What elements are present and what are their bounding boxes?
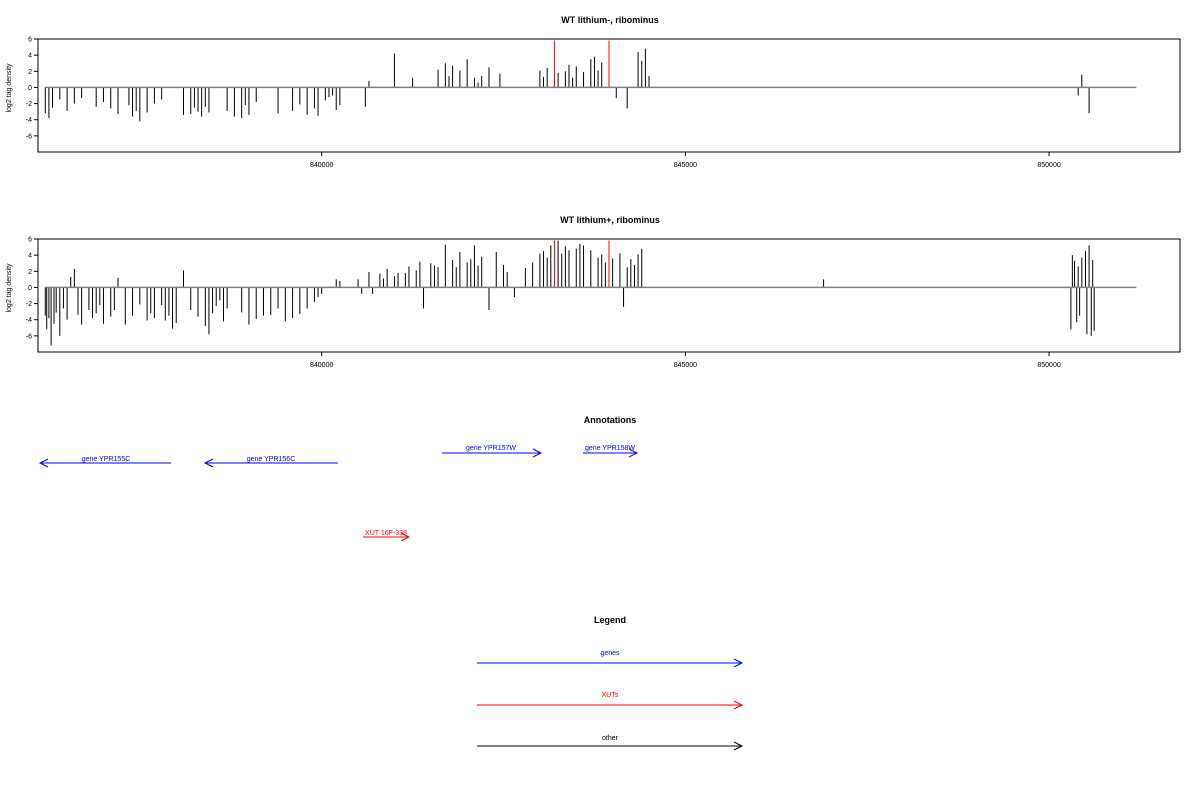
annotation-label: gene YPR158W [585,445,635,452]
chart-title: WT lithium+, ribominus [560,215,660,225]
y-tick-label: 6 [28,37,32,44]
y-tick-label: 0 [28,85,32,92]
annotation-gene-ypr155c: gene YPR155C [38,456,171,468]
x-tick-label: 845000 [674,362,697,369]
annotation-label: XUT 16F-338 [365,530,407,537]
legend-title: Legend [594,615,626,625]
y-tick-label: -4 [26,117,32,124]
x-axis: 840000 845000 850000 [310,152,1061,169]
legend-label: genes [600,650,620,657]
arrow-right-icon [733,700,744,710]
legend-item-genes: genes [477,650,744,668]
x-tick-label: 850000 [1037,162,1060,169]
annotations-panel: Annotations gene YPR155C gene YPR156C ge… [38,415,639,542]
y-tick-label: -4 [26,317,32,324]
y-axis: 6 4 2 0 -2 -4 -6 [26,37,38,140]
y-tick-label: -6 [26,333,32,340]
arrow-left-icon [203,458,214,468]
arrow-right-icon [532,448,543,458]
y-tick-label: -2 [26,101,32,108]
annotation-label: gene YPR156C [247,456,296,463]
y-tick-label: 0 [28,285,32,292]
x-axis: 840000 845000 850000 [310,352,1061,369]
legend-label: other [602,735,619,742]
y-tick-label: -6 [26,133,32,140]
y-tick-label: 2 [28,269,32,276]
arrow-left-icon [38,458,49,468]
x-tick-label: 850000 [1037,362,1060,369]
y-axis: 6 4 2 0 -2 -4 -6 [26,237,38,340]
panel-wt-lithium-plus: WT lithium+, ribominus log2 tag density … [6,215,1181,369]
annotation-gene-ypr158w: gene YPR158W [583,445,639,458]
y-axis-label: log2 tag density [6,263,13,313]
y-tick-label: 6 [28,237,32,244]
y-tick-label: 4 [28,253,32,260]
legend-item-xuts: XUTs [477,692,744,710]
arrow-right-icon [733,658,744,668]
bar-series [44,40,1090,122]
legend: Legend genes XUTs other [477,615,744,751]
chart-title: WT lithium-, ribominus [561,15,659,25]
legend-label: XUTs [602,692,619,699]
y-axis-label: log2 tag density [6,63,13,113]
arrow-right-icon [400,532,411,542]
arrow-right-icon [733,741,744,751]
y-tick-label: -2 [26,301,32,308]
legend-item-other: other [477,735,744,751]
y-tick-label: 4 [28,53,32,60]
bar-series [44,240,1095,346]
plot-frame [37,238,1181,353]
annotation-label: gene YPR157W [466,445,516,452]
x-tick-label: 845000 [674,162,697,169]
annotations-title: Annotations [584,415,637,425]
arrow-right-icon [628,448,639,458]
annotation-label: gene YPR155C [82,456,131,463]
plot-frame [37,38,1181,153]
annotation-gene-ypr156c: gene YPR156C [203,456,338,468]
x-tick-label: 840000 [310,362,333,369]
x-tick-label: 840000 [310,162,333,169]
annotation-gene-ypr157w: gene YPR157W [442,445,543,458]
annotation-xut-16f-338: XUT 16F-338 [363,530,411,542]
y-tick-label: 2 [28,69,32,76]
panel-wt-lithium-minus: WT lithium-, ribominus log2 tag density … [6,15,1181,169]
